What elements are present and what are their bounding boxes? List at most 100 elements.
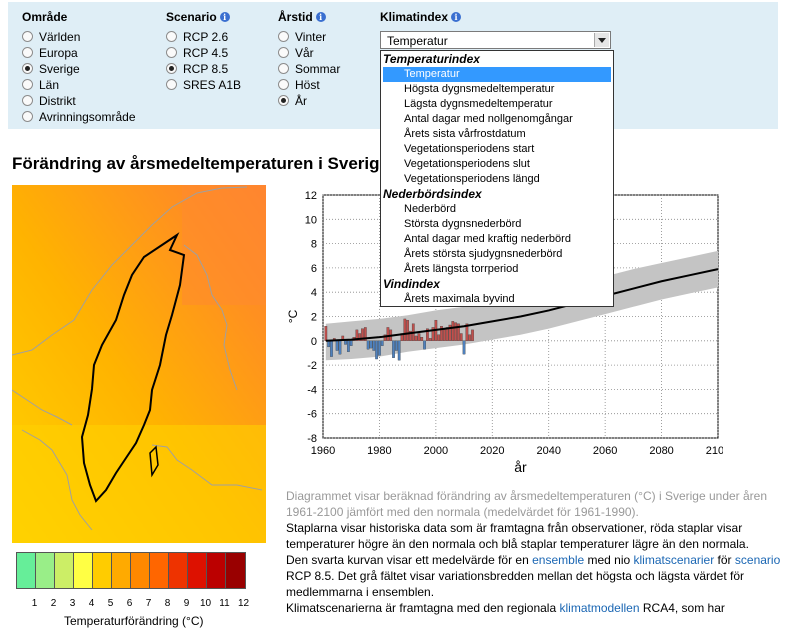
legend-swatch [206,552,227,589]
legend-value: 10 [199,598,212,609]
klimatindex-select[interactable]: Temperatur [380,31,611,49]
observed-bar [330,340,333,357]
temperature-change-map [12,185,266,543]
observed-bar [361,328,364,341]
radio-button[interactable] [166,47,177,58]
dropdown-item[interactable]: Antal dagar med nollgenomgångar [404,113,573,125]
observed-bar [437,334,441,341]
radio-button[interactable] [22,111,33,122]
info-icon[interactable]: i [219,12,230,22]
radio-button[interactable] [278,95,289,106]
ensemble-link[interactable]: ensemble [532,553,585,567]
description-intro: Diagrammet visar beräknad förändring av … [286,489,768,519]
klimatindex-dropdown-list: Temperaturindex Temperatur Högsta dygnsmed… [380,50,614,307]
radio-button[interactable] [278,47,289,58]
dropdown-group-title: Nederbördsindex [383,187,482,201]
legend-value: 3 [69,598,76,609]
observed-bar [468,334,472,341]
legend-swatch [130,552,151,589]
y-tick-label: -2 [307,360,317,372]
radio-button[interactable] [166,79,177,90]
scenario-title: Scenario i [166,10,230,24]
radio-button[interactable] [278,63,289,74]
radio-label: Höst [295,78,320,92]
radio-label: Sommar [295,62,341,76]
dropdown-item[interactable]: Antal dagar med kraftig nederbörd [404,233,571,245]
y-tick-label: 4 [311,287,317,299]
radio-label: RCP 8.5 [183,62,229,76]
dropdown-item[interactable]: Vegetationsperiodens slut [404,158,530,170]
klimatindex-title: Klimatindex i [380,10,462,24]
x-tick-label: 2000 [424,445,448,457]
klimatscenarier-link[interactable]: klimatscenarier [633,553,715,567]
chevron-down-icon[interactable] [594,33,609,47]
description: Diagrammet visar beräknad förändring av … [286,488,783,616]
y-tick-label: 0 [311,336,317,348]
dropdown-item[interactable]: Årets sista vårfrostdatum [404,128,526,140]
radio-button[interactable] [166,31,177,42]
dropdown-item[interactable]: Största dygnsnederbörd [404,218,522,230]
y-tick-label: -4 [307,384,317,396]
radio-label: Avrinningsområde [39,110,136,124]
observed-bar [471,329,474,341]
legend-swatch [168,552,189,589]
observed-bar [454,322,457,341]
y-tick-label: 12 [305,190,317,202]
dropdown-item[interactable]: Temperatur [383,67,611,82]
dropdown-item[interactable]: Vegetationsperiodens start [404,143,535,155]
info-icon[interactable]: i [451,12,462,22]
dropdown-group-title: Vindindex [383,277,440,291]
radio-label: RCP 4.5 [183,46,229,60]
dropdown-item[interactable]: Nederbörd [404,203,456,215]
info-icon[interactable]: i [315,12,326,22]
scenario-link[interactable]: scenario [734,553,781,567]
x-tick-label: 1960 [311,445,335,457]
description-model: Klimatscenarierna är framtagna med den r… [286,601,725,615]
dropdown-group-title: Temperaturindex [383,52,480,66]
dropdown-item[interactable]: Årets största sjudygnsnederbörd [404,248,563,260]
y-tick-label: 6 [311,263,317,275]
observed-bar [406,319,409,341]
observed-bar [347,340,350,352]
observed-bar [378,340,381,356]
observed-bar [372,340,376,351]
legend-value: 12 [237,598,250,609]
y-tick-label: -8 [307,433,317,445]
klimatmodellen-link[interactable]: klimatmodellen [559,601,640,615]
radio-label: År [295,94,307,108]
observed-bar [380,340,384,346]
dropdown-item[interactable]: Vegetationsperiodens längd [404,173,540,185]
observed-bar [397,340,401,361]
observed-bar [448,324,452,341]
radio-button[interactable] [22,47,33,58]
observed-bar [395,340,398,351]
observed-bar [386,327,390,341]
radio-button[interactable] [278,79,289,90]
y-tick-label: -6 [307,409,317,421]
dropdown-item[interactable]: Lägsta dygnsmedeltemperatur [404,98,553,110]
observed-bar [451,321,455,341]
dropdown-item[interactable]: Årets maximala byvind [404,293,515,305]
x-tick-label: 2020 [480,445,504,457]
observed-bar [426,328,429,341]
observed-bar [417,333,421,341]
dropdown-item[interactable]: Högsta dygnsmedeltemperatur [404,83,555,95]
radio-button[interactable] [22,95,33,106]
dropdown-item[interactable]: Årets längsta torrperiod [404,263,519,275]
observed-bar [431,327,435,341]
description-bars: Staplarna visar historiska data som är f… [286,521,749,551]
legend-value: 6 [126,598,133,609]
radio-button[interactable] [22,63,33,74]
legend-value: 1 [31,598,38,609]
radio-button[interactable] [278,31,289,42]
radio-button[interactable] [166,63,177,74]
legend-swatch [35,552,56,589]
radio-button[interactable] [22,31,33,42]
legend-swatch [92,552,113,589]
radio-button[interactable] [22,79,33,90]
observed-bar [335,340,339,351]
description-curve: Den svarta kurvan visar ett medelvärde f… [286,553,781,599]
legend-value: 5 [107,598,114,609]
radio-label: Län [39,78,60,92]
y-tick-label: 10 [305,214,317,226]
